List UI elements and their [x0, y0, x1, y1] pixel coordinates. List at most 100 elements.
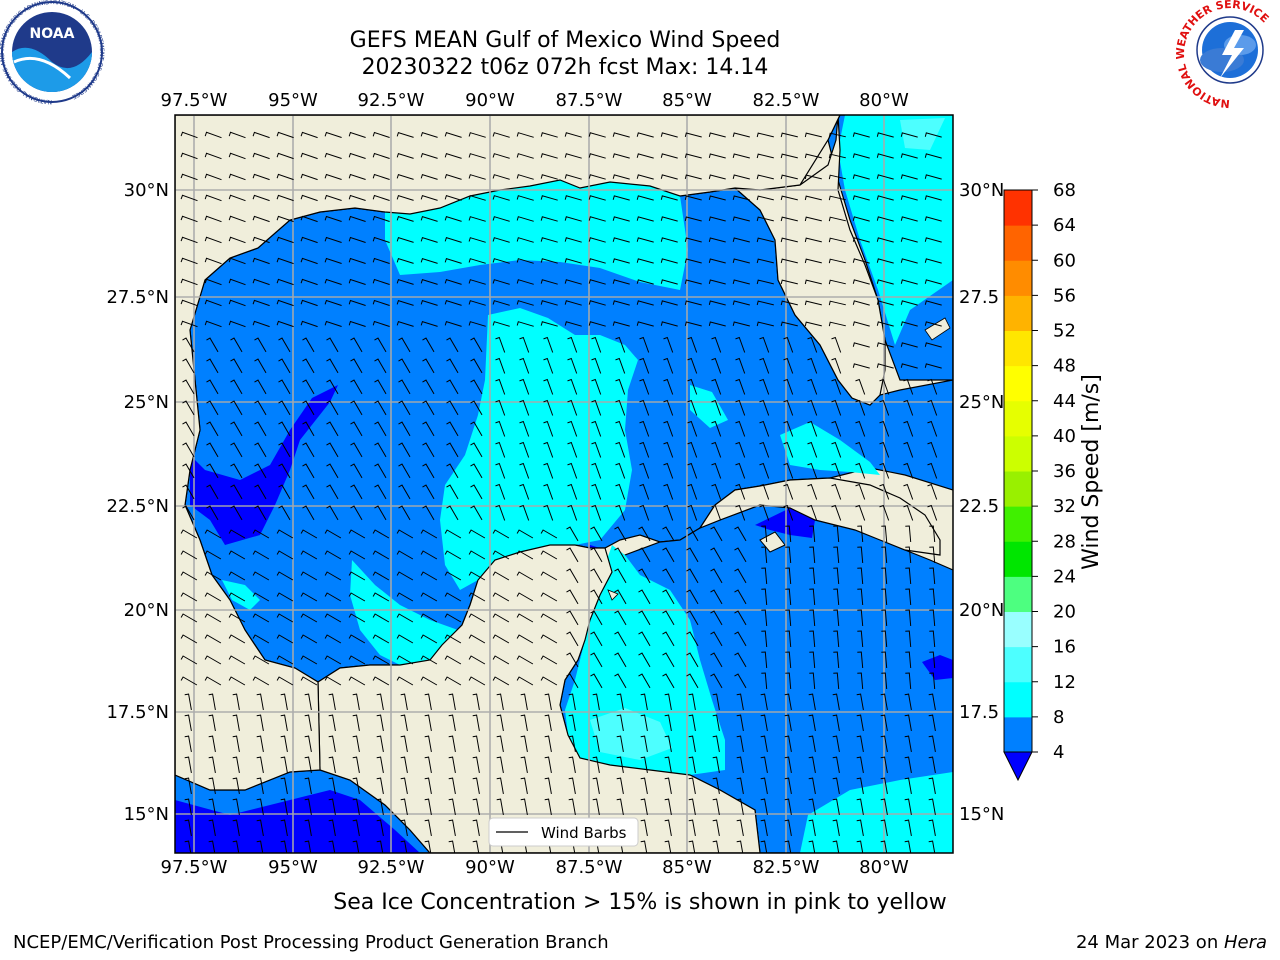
sea-ice-note: Sea Ice Concentration > 15% is shown in … [333, 890, 947, 915]
lon-tick-top: 85°W [662, 90, 712, 111]
lat-tick-right: 27.5 [959, 287, 999, 308]
lon-tick-top: 97.5°W [161, 90, 228, 111]
caribbean-cyan-se [800, 772, 953, 853]
colorbar-segment [1004, 295, 1032, 332]
colorbar-segment [1004, 365, 1032, 402]
colorbar-label: Wind Speed [m/s] [1079, 374, 1104, 570]
colorbar-tick-label: 40 [1053, 426, 1076, 447]
colorbar-tick-label: 4 [1053, 742, 1064, 763]
noaa-logo: NOAA NATIONAL OCEANIC AND ATMOSPHERIC AD… [0, 0, 105, 105]
lon-tick-top: 82.5°W [753, 90, 820, 111]
mexico-pacific-coast [175, 115, 841, 791]
central-america-land [317, 544, 761, 853]
gulf-cyan-small [222, 580, 260, 610]
lon-tick-bottom: 95°W [268, 857, 318, 878]
colorbar-tick-label: 32 [1053, 496, 1076, 517]
lat-tick-labels-right: 30°N 27.5 25°N 22.5 20°N 17.5 15°N [959, 180, 1004, 825]
lon-tick-bottom: 85°W [662, 857, 712, 878]
straits-cyan [780, 422, 880, 475]
chart-subtitle: 20230322 t06z 072h fcst Max: 14.14 [361, 55, 769, 80]
lon-tick-bottom: 82.5°W [753, 857, 820, 878]
pacific-dark [175, 790, 420, 853]
colorbar-segment [1004, 506, 1032, 542]
lon-tick-top: 90°W [465, 90, 515, 111]
colorbar-tick-label: 28 [1053, 531, 1076, 552]
colorbar-segment [1004, 330, 1032, 367]
lat-tick-right: 30°N [959, 180, 1004, 201]
cuba-darkblue [755, 508, 815, 538]
gulf-cyan-north [385, 180, 688, 290]
colorbar-tick-label: 68 [1053, 180, 1076, 201]
lat-tick-left: 25°N [124, 392, 169, 413]
caribbean-darkblue-east [922, 655, 953, 680]
chart-title: GEFS MEAN Gulf of Mexico Wind Speed [349, 28, 781, 53]
lat-tick-left: 22.5°N [106, 496, 169, 517]
date-stamp: 24 Mar 2023 on Hera [1076, 932, 1267, 953]
map-area [175, 115, 953, 853]
lon-tick-top: 80°W [859, 90, 909, 111]
gulf-cyan-east-spot [690, 385, 728, 428]
colorbar-tick-label: 48 [1053, 356, 1076, 377]
lon-tick-bottom: 97.5°W [161, 857, 228, 878]
legend-label: Wind Barbs [541, 824, 627, 842]
lat-tick-left: 17.5°N [106, 702, 169, 723]
colorbar-tick-label: 24 [1053, 566, 1076, 587]
lat-tick-right: 17.5 [959, 702, 999, 723]
colorbar-segment [1004, 190, 1032, 226]
colorbar-tick-label: 8 [1053, 707, 1064, 728]
colorbar-segment [1004, 471, 1032, 507]
colorbar-tick-label: 60 [1053, 250, 1076, 271]
colorbar-tick-label: 12 [1053, 672, 1076, 693]
lat-tick-left: 27.5°N [106, 287, 169, 308]
credit-text: NCEP/EMC/Verification Post Processing Pr… [13, 932, 609, 953]
colorbar-tick-label: 36 [1053, 461, 1076, 482]
lon-tick-labels-top: 97.5°W 95°W 92.5°W 90°W 87.5°W 85°W 82.5°W 80°W [161, 90, 909, 111]
gulf-darkblue-west [190, 385, 338, 545]
bahamas-land [924, 317, 951, 341]
atlantic-lightcyan [900, 118, 945, 150]
colorbar-segment [1004, 400, 1032, 437]
colorbar-segment [1004, 225, 1032, 261]
gulf-cyan-west [350, 560, 458, 665]
lat-tick-right: 15°N [959, 804, 1004, 825]
colorbar-tick-label: 56 [1053, 285, 1076, 306]
colorbar-segment [1004, 435, 1032, 472]
colorbar-tick-label: 20 [1053, 602, 1076, 623]
lon-tick-top: 92.5°W [358, 90, 425, 111]
colorbar-tick-label: 44 [1053, 391, 1076, 412]
lat-tick-right: 20°N [959, 600, 1004, 621]
lat-tick-right: 22.5 [959, 496, 999, 517]
colorbar-tick-label: 64 [1053, 215, 1076, 236]
date-text: 24 Mar 2023 on [1075, 932, 1224, 953]
nws-logo: NATIONAL WEATHER SERVICE [1174, 0, 1277, 110]
machine-name: Hera [1223, 932, 1267, 953]
lat-tick-left: 15°N [124, 804, 169, 825]
wind-barbs-legend: Wind Barbs [488, 817, 639, 847]
wind-barbs [180, 131, 942, 853]
lon-tick-bottom: 80°W [859, 857, 909, 878]
colorbar-segment [1004, 260, 1032, 296]
noaa-logo-text: NOAA [30, 26, 75, 42]
lon-tick-labels-bottom: 97.5°W 95°W 92.5°W 90°W 87.5°W 85°W 82.5°W 80°W [161, 857, 909, 878]
colorbar-tick-label: 16 [1053, 637, 1076, 658]
lat-tick-left: 20°N [124, 600, 169, 621]
lon-tick-bottom: 92.5°W [358, 857, 425, 878]
colorbar-segment [1004, 646, 1032, 683]
lon-tick-bottom: 90°W [465, 857, 515, 878]
colorbar-segment [1004, 716, 1032, 753]
caribbean-lightcyan [590, 708, 672, 760]
lon-tick-bottom: 87.5°W [556, 857, 623, 878]
colorbar-segment [1004, 576, 1032, 613]
colorbar-tick-label: 52 [1053, 321, 1076, 342]
lat-tick-left: 30°N [124, 180, 169, 201]
lat-tick-labels-left: 30°N 27.5°N 25°N 22.5°N 20°N 17.5°N 15°N [106, 180, 169, 825]
colorbar-segment [1004, 541, 1032, 577]
lon-tick-top: 87.5°W [556, 90, 623, 111]
lat-tick-right: 25°N [959, 392, 1004, 413]
colorbar-segment [1004, 611, 1032, 648]
atlantic-cyan [838, 115, 953, 345]
lon-tick-top: 95°W [268, 90, 318, 111]
colorbar-segment [1004, 681, 1032, 718]
colorbar-under-arrow [1003, 751, 1033, 782]
